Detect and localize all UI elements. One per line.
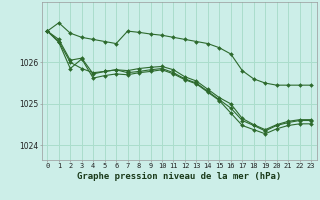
X-axis label: Graphe pression niveau de la mer (hPa): Graphe pression niveau de la mer (hPa) (77, 172, 281, 181)
